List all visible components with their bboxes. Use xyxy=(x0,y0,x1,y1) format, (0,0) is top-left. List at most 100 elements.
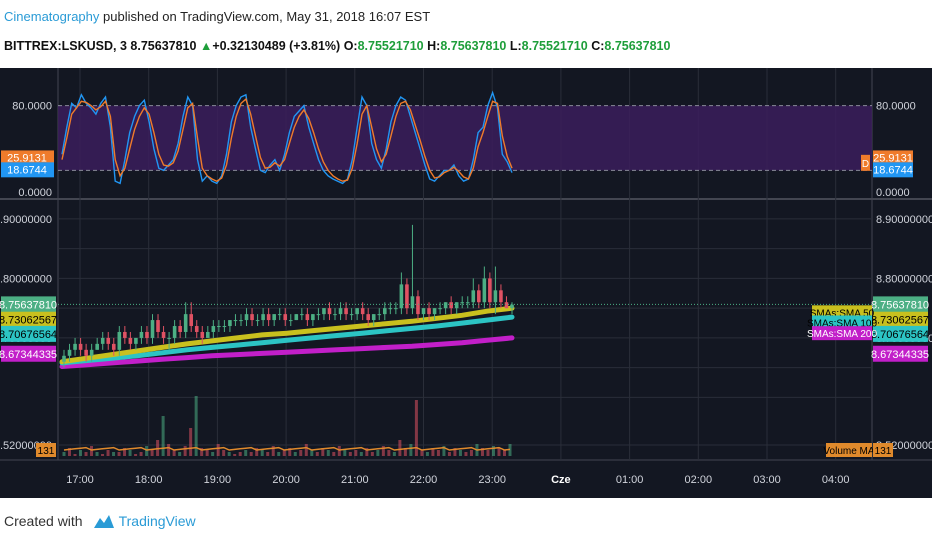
volume-bar xyxy=(288,448,292,456)
candle-body xyxy=(84,349,88,356)
candle-body xyxy=(134,337,138,344)
volume-bar xyxy=(343,450,347,456)
volume-bar xyxy=(139,452,143,456)
author-link[interactable]: Cinematography xyxy=(4,9,100,24)
sma-tag-left xyxy=(1,311,56,328)
candle-body xyxy=(78,343,83,350)
volume-bar xyxy=(194,396,198,456)
candle-body xyxy=(371,314,376,321)
volume-bar xyxy=(420,450,424,456)
candle-body xyxy=(62,355,66,362)
sma-legend-label: SMAs:SMA 200 xyxy=(807,329,877,340)
volume-bar xyxy=(332,452,336,456)
volume-bar xyxy=(409,444,413,456)
candle-body xyxy=(178,326,182,332)
sma-value-right: 8.67344335 xyxy=(871,349,929,361)
volume-bar xyxy=(200,448,204,456)
candle-body xyxy=(194,326,199,332)
close-label: C: xyxy=(591,39,605,53)
volume-bar xyxy=(392,452,396,456)
symbol-label: BITTREX:LSKUSD, 3 xyxy=(4,39,127,53)
candle-body xyxy=(239,320,243,322)
x-tick-label: 17:00 xyxy=(66,474,94,486)
volume-bar xyxy=(167,444,171,456)
candle-body xyxy=(322,308,326,315)
created-with-text: Created with xyxy=(4,513,83,529)
footer: Created with TradingView xyxy=(4,512,196,530)
x-tick-label: Cze xyxy=(551,474,571,486)
volume-bar xyxy=(68,448,72,456)
candle-body xyxy=(382,308,387,315)
volume-bar xyxy=(453,448,457,456)
volume-bar xyxy=(134,454,138,456)
volume-bar xyxy=(414,400,418,456)
volume-ma-value-right: 131 xyxy=(875,446,892,457)
stoch-d-marker xyxy=(861,154,870,171)
volume-bar xyxy=(403,448,407,456)
sma-value-left: 8.67344335 xyxy=(0,349,57,361)
tradingview-brand[interactable]: TradingView xyxy=(118,513,196,529)
candle-body xyxy=(250,314,254,321)
candle-body xyxy=(95,343,99,350)
candle-body xyxy=(454,302,459,309)
candle-body xyxy=(410,296,415,309)
candle-body xyxy=(266,314,271,321)
stoch-d-marker-label: D xyxy=(862,159,869,170)
candle-body xyxy=(156,320,160,332)
candle-body xyxy=(167,337,171,339)
candle-body xyxy=(427,308,431,315)
price-y-tick-left: 8.80000000 xyxy=(0,273,52,285)
candle-body xyxy=(460,302,465,304)
candle-body xyxy=(477,290,481,303)
volume-bar xyxy=(271,446,275,456)
stoch-k-tag-right xyxy=(873,150,913,166)
chart-canvas[interactable]: 17:00 18:00 19:00 20:00 21:00 22:00 23:00 Cze 01… xyxy=(0,68,932,498)
stoch-y-tick-right: 0.0000 xyxy=(876,187,910,199)
volume-bar xyxy=(79,450,83,456)
stoch-d-tag-left xyxy=(1,162,54,178)
stoch-y-tick-left: 80.0000 xyxy=(12,101,52,113)
stoch-k-tag-left xyxy=(1,150,54,166)
volume-bar xyxy=(326,450,330,456)
up-arrow-icon: ▲ xyxy=(199,39,213,53)
candle-body xyxy=(73,343,77,350)
volume-bar xyxy=(101,454,105,456)
x-tick-label: 23:00 xyxy=(478,474,506,486)
candle-body xyxy=(228,320,232,327)
volume-bar xyxy=(95,452,99,456)
volume-bar xyxy=(354,450,358,456)
sma50-line xyxy=(59,305,515,365)
candle-body xyxy=(89,349,94,356)
volume-bar xyxy=(128,450,132,456)
x-tick-label: 02:00 xyxy=(685,474,713,486)
volume-bar xyxy=(486,450,490,456)
candle-body xyxy=(272,314,276,321)
candle-body xyxy=(222,326,227,328)
volume-bar xyxy=(304,444,308,456)
candle-body xyxy=(405,284,409,309)
x-tick-label: 04:00 xyxy=(822,474,850,486)
candle-body xyxy=(482,278,487,303)
volume-bar xyxy=(90,446,94,456)
candle-body xyxy=(277,314,282,316)
left-price-axis xyxy=(0,68,58,460)
volume-bar xyxy=(266,452,270,456)
volume-bar xyxy=(227,452,231,456)
stoch-d-value-right: 18.6744 xyxy=(873,164,913,176)
open-label: O: xyxy=(343,39,358,53)
price-y-tick-right: 8.80000000 xyxy=(876,273,932,285)
volume-bar xyxy=(156,440,160,456)
volume-bar xyxy=(205,450,209,456)
candle-body xyxy=(145,331,149,338)
volume-bar xyxy=(337,446,341,456)
volume-bar xyxy=(442,446,446,456)
candle-body xyxy=(432,308,437,315)
volume-bar xyxy=(458,450,462,456)
candle-body xyxy=(366,314,370,321)
volume-bar xyxy=(62,452,66,456)
volume-bar xyxy=(365,448,369,456)
volume-bar xyxy=(249,452,253,456)
volume-bar xyxy=(112,452,116,456)
volume-ma-tag-left xyxy=(36,443,56,457)
candle-body xyxy=(128,337,133,344)
